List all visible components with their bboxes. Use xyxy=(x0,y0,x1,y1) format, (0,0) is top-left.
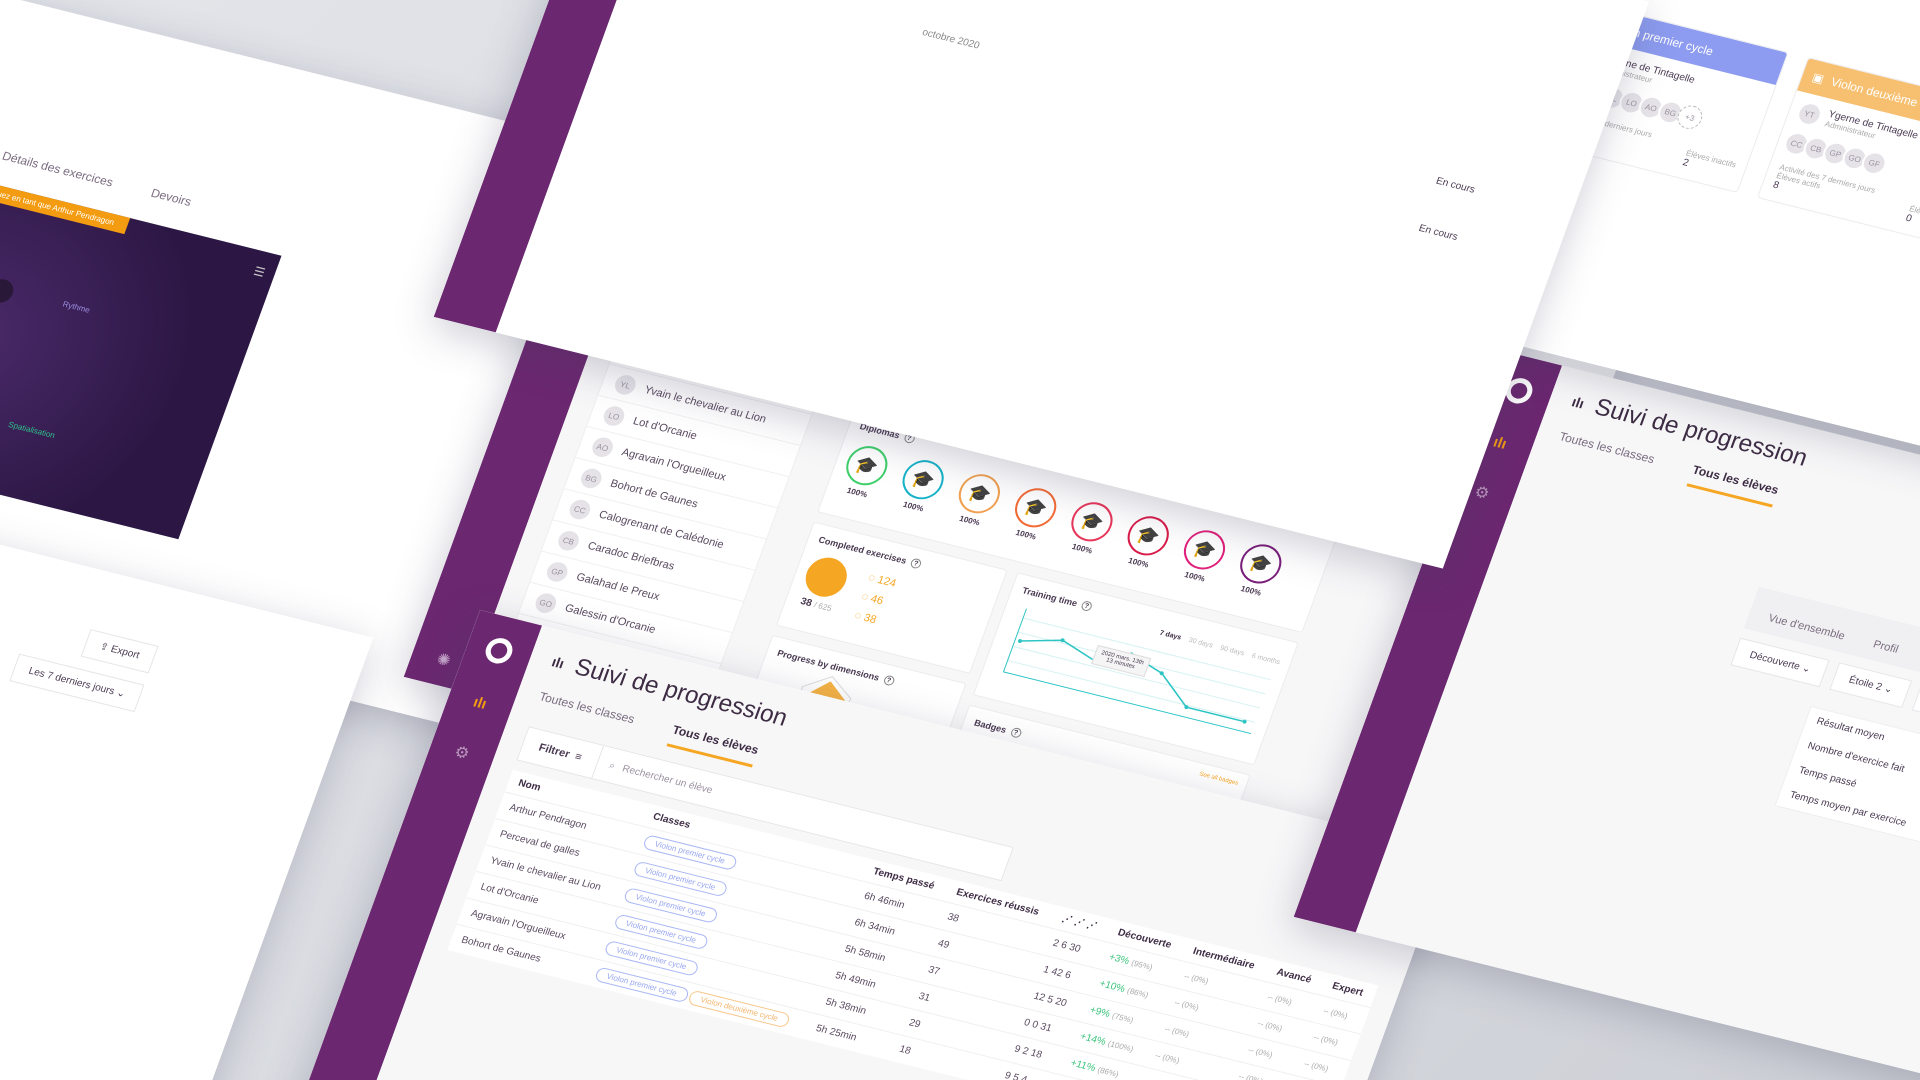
swirl-icon: ✺ xyxy=(434,650,453,671)
graduation-cap-icon: 🎓 xyxy=(1178,526,1231,574)
graduation-cap-icon: 🎓 xyxy=(1234,540,1288,588)
diploma[interactable]: 🎓 100% xyxy=(949,470,1006,530)
export-button[interactable]: ⇪ Export xyxy=(80,629,159,674)
progress-chart-icon[interactable]: ılı xyxy=(470,693,489,713)
tab-all-classes[interactable]: Toutes les classes xyxy=(1557,429,1657,467)
avatar: AO xyxy=(589,435,616,460)
filter-button[interactable]: Filtrer ≡ xyxy=(517,727,604,779)
avatar: YL xyxy=(612,373,639,397)
progress-chart-icon[interactable]: ılı xyxy=(1490,433,1509,453)
graduation-cap-icon: 🎓 xyxy=(896,455,950,504)
avatar: LO xyxy=(600,404,628,428)
diploma-pct: 100% xyxy=(845,485,869,500)
diploma-pct: 100% xyxy=(901,499,925,514)
gear-icon[interactable]: ⚙ xyxy=(1471,483,1492,504)
assignment-status: En cours xyxy=(1434,175,1477,196)
diploma-pct: 100% xyxy=(1183,570,1207,584)
diploma[interactable]: 🎓 100% xyxy=(1174,526,1231,586)
badges-title: Badges xyxy=(972,717,1008,735)
app-logo[interactable] xyxy=(481,635,517,667)
menu-icon[interactable]: ☰ xyxy=(251,263,268,280)
diploma-pct: 100% xyxy=(958,513,982,528)
diploma[interactable]: 🎓 100% xyxy=(1230,540,1288,600)
chart-bars-icon: ılı xyxy=(549,653,567,672)
diploma-pct: 100% xyxy=(1014,527,1038,542)
graduation-cap-icon: 🎓 xyxy=(1065,498,1119,546)
students-table: Nom Classes Temps passé Exercices réussi… xyxy=(447,769,1379,1080)
diploma[interactable]: 🎓 100% xyxy=(892,455,950,516)
diploma[interactable]: 🎓 100% xyxy=(1061,498,1119,558)
diploma[interactable]: 🎓 100% xyxy=(836,441,894,502)
tab-all-students[interactable]: Tous les élèves xyxy=(666,722,761,768)
diploma-pct: 100% xyxy=(1239,584,1263,598)
star-select[interactable]: Étoile 2 ⌄ xyxy=(1829,662,1912,708)
tab-assignments[interactable]: Devoirs xyxy=(149,185,194,209)
search-input[interactable]: ⌕Rechercher un élève xyxy=(607,759,715,796)
training-time-card: Training time? 7 days 30 days 90 days 6 … xyxy=(972,572,1299,766)
diploma-pct: 100% xyxy=(1070,542,1094,556)
graduation-cap-icon: 🎓 xyxy=(953,470,1006,518)
help-icon[interactable]: ? xyxy=(1009,726,1023,739)
student-name: Lot d'Orcanie xyxy=(631,415,699,443)
avatar: CC xyxy=(566,497,594,522)
avatar: GO xyxy=(532,591,560,616)
search-icon: ⌕ xyxy=(607,759,617,772)
graduation-cap-icon: 🎓 xyxy=(840,441,894,490)
label-spatialisation: Spatialisation xyxy=(6,419,57,440)
completed-count: 38 xyxy=(798,596,814,610)
medal-icon xyxy=(799,553,853,601)
gear-icon[interactable]: ⚙ xyxy=(451,743,472,764)
tab-all-students[interactable]: Tous les élèves xyxy=(1686,462,1781,508)
tab-profile[interactable]: Profil xyxy=(1871,638,1900,656)
assignment-date: octobre 2020 xyxy=(920,27,982,52)
node[interactable] xyxy=(0,276,17,306)
help-icon[interactable]: ? xyxy=(909,557,923,570)
avatar: GP xyxy=(544,560,571,584)
label-rythme: Rythme xyxy=(61,299,92,315)
assignment-status: En cours xyxy=(1417,222,1460,243)
avatar: CB xyxy=(555,528,582,553)
diploma[interactable]: 🎓 100% xyxy=(1005,484,1062,544)
completed-total: / 625 xyxy=(812,600,834,614)
class-icon: ▣ xyxy=(1810,70,1826,87)
avatar: BG xyxy=(578,466,605,491)
diploma-pct: 100% xyxy=(1126,556,1150,570)
chart-bars-icon: ılı xyxy=(1569,393,1587,412)
graduation-cap-icon: 🎓 xyxy=(1009,484,1062,532)
diploma[interactable]: 🎓 100% xyxy=(1117,512,1175,572)
graduation-cap-icon: 🎓 xyxy=(1121,512,1175,560)
exercise-stats: Résultat moyen Nombre d'exercice fait Te… xyxy=(1774,705,1920,869)
tab-all-classes[interactable]: Toutes les classes xyxy=(537,689,637,727)
